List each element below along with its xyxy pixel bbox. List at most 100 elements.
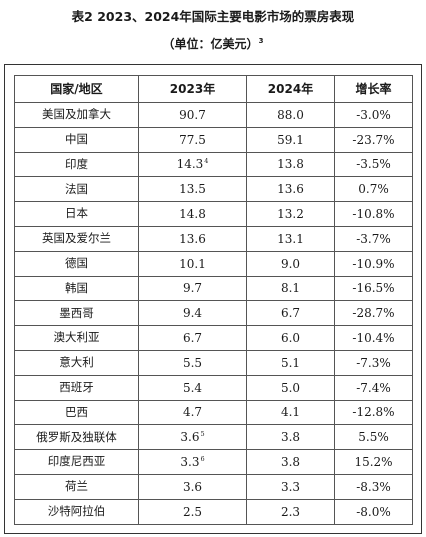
cell-growth: -8.0% bbox=[334, 498, 413, 525]
box-office-table: 国家/地区 2023年 2024年 增长率 美国及加拿大 90.7 88.0 -3.0… bbox=[14, 75, 413, 525]
cell-2023: 14.34 bbox=[138, 151, 247, 178]
table-row: 俄罗斯及独联体 3.65 3.8 5.5% bbox=[14, 424, 413, 451]
unit-label: （单位：亿美元） bbox=[162, 37, 259, 51]
cell-2023: 4.7 bbox=[138, 399, 247, 426]
cell-country: 英国及爱尔兰 bbox=[14, 225, 139, 252]
cell-2024: 5.0 bbox=[246, 374, 335, 401]
table-row: 德国 10.1 9.0 -10.9% bbox=[14, 250, 413, 277]
cell-country: 法国 bbox=[14, 176, 139, 203]
cell-growth: -12.8% bbox=[334, 399, 413, 426]
table-row: 荷兰 3.6 3.3 -8.3% bbox=[14, 473, 413, 500]
cell-growth: -10.8% bbox=[334, 201, 413, 227]
table-row: 意大利 5.5 5.1 -7.3% bbox=[14, 349, 413, 376]
header-row: 国家/地区 2023年 2024年 增长率 bbox=[14, 75, 413, 103]
cell-2023: 90.7 bbox=[138, 102, 247, 128]
cell-country: 巴西 bbox=[14, 399, 139, 426]
cell-2024: 6.0 bbox=[246, 325, 335, 351]
value-2023: 5.5 bbox=[182, 355, 203, 370]
table-row: 日本 14.8 13.2 -10.8% bbox=[14, 201, 413, 227]
cell-country: 意大利 bbox=[14, 349, 139, 376]
value-2023: 2.5 bbox=[182, 504, 203, 519]
cell-growth: -10.9% bbox=[334, 250, 413, 277]
table-row: 沙特阿拉伯 2.5 2.3 -8.0% bbox=[14, 498, 413, 525]
cell-2024: 2.3 bbox=[246, 498, 335, 525]
cell-country: 荷兰 bbox=[14, 473, 139, 500]
table-row: 印度 14.34 13.8 -3.5% bbox=[14, 151, 413, 178]
cell-2023: 77.5 bbox=[138, 126, 247, 153]
value-2023: 6.7 bbox=[182, 331, 203, 346]
value-2023: 14.8 bbox=[179, 207, 206, 222]
footnote-marker: 4 bbox=[204, 157, 209, 166]
cell-2024: 8.1 bbox=[246, 275, 335, 302]
table-row: 中国 77.5 59.1 -23.7% bbox=[14, 126, 413, 153]
cell-2024: 6.7 bbox=[246, 300, 335, 327]
table-subtitle: （单位：亿美元）3 bbox=[0, 35, 426, 52]
cell-2023: 9.7 bbox=[138, 275, 247, 302]
cell-growth: -3.0% bbox=[334, 102, 413, 128]
subtitle-footnote-marker: 3 bbox=[258, 37, 264, 45]
cell-2024: 13.6 bbox=[246, 176, 335, 203]
value-2023: 9.7 bbox=[182, 281, 203, 296]
header-country: 国家/地区 bbox=[14, 75, 139, 103]
cell-country: 韩国 bbox=[14, 275, 139, 302]
cell-country: 墨西哥 bbox=[14, 300, 139, 327]
value-2023: 3.6 bbox=[182, 479, 203, 494]
table-row: 美国及加拿大 90.7 88.0 -3.0% bbox=[14, 102, 413, 128]
value-2023: 13.6 bbox=[179, 231, 206, 246]
header-2024: 2024年 bbox=[246, 75, 335, 103]
cell-2024: 13.8 bbox=[246, 151, 335, 178]
table-row: 巴西 4.7 4.1 -12.8% bbox=[14, 399, 413, 426]
value-2023: 3.3 bbox=[180, 455, 200, 470]
footnote-marker: 6 bbox=[200, 455, 205, 464]
cell-2024: 88.0 bbox=[246, 102, 335, 128]
table-title: 表2 2023、2024年国际主要电影市场的票房表现 bbox=[71, 9, 355, 24]
table-body: 美国及加拿大 90.7 88.0 -3.0% 中国 77.5 59.1 -23.7% 印度 14.… bbox=[14, 102, 413, 525]
cell-growth: -28.7% bbox=[334, 300, 413, 327]
cell-country: 德国 bbox=[14, 250, 139, 277]
cell-country: 澳大利亚 bbox=[14, 325, 139, 351]
cell-2023: 9.4 bbox=[138, 300, 247, 327]
cell-growth: -7.3% bbox=[334, 349, 413, 376]
cell-2024: 13.2 bbox=[246, 201, 335, 227]
table-row: 墨西哥 9.4 6.7 -28.7% bbox=[14, 300, 413, 327]
cell-country: 印度尼西亚 bbox=[14, 449, 139, 475]
cell-growth: 15.2% bbox=[334, 449, 413, 475]
cell-country: 中国 bbox=[14, 126, 139, 153]
table-frame: 国家/地区 2023年 2024年 增长率 美国及加拿大 90.7 88.0 -3.0… bbox=[4, 64, 422, 534]
cell-country: 西班牙 bbox=[14, 374, 139, 401]
cell-2023: 5.5 bbox=[138, 349, 247, 376]
table-row: 印度尼西亚 3.36 3.8 15.2% bbox=[14, 449, 413, 475]
value-2023: 5.4 bbox=[182, 380, 203, 395]
cell-country: 印度 bbox=[14, 151, 139, 178]
cell-growth: -10.4% bbox=[334, 325, 413, 351]
cell-growth: 5.5% bbox=[334, 424, 413, 451]
table-row: 西班牙 5.4 5.0 -7.4% bbox=[14, 374, 413, 401]
cell-2023: 5.4 bbox=[138, 374, 247, 401]
cell-growth: -8.3% bbox=[334, 473, 413, 500]
value-2023: 9.4 bbox=[182, 306, 203, 321]
cell-2023: 3.36 bbox=[138, 449, 247, 475]
cell-2023: 13.5 bbox=[138, 176, 247, 203]
cell-country: 日本 bbox=[14, 201, 139, 227]
cell-2024: 4.1 bbox=[246, 399, 335, 426]
cell-2024: 59.1 bbox=[246, 126, 335, 153]
cell-2023: 6.7 bbox=[138, 325, 247, 351]
cell-country: 俄罗斯及独联体 bbox=[14, 424, 139, 451]
value-2023: 13.5 bbox=[179, 182, 206, 197]
cell-growth: -16.5% bbox=[334, 275, 413, 302]
cell-2024: 3.8 bbox=[246, 449, 335, 475]
cell-growth: -7.4% bbox=[334, 374, 413, 401]
value-2023: 3.6 bbox=[180, 430, 200, 445]
header-2023: 2023年 bbox=[138, 75, 247, 103]
cell-2023: 13.6 bbox=[138, 225, 247, 252]
value-2023: 14.3 bbox=[176, 157, 204, 172]
table-row: 澳大利亚 6.7 6.0 -10.4% bbox=[14, 325, 413, 351]
cell-2024: 13.1 bbox=[246, 225, 335, 252]
cell-2023: 10.1 bbox=[138, 250, 247, 277]
cell-2023: 2.5 bbox=[138, 498, 247, 525]
cell-2024: 3.8 bbox=[246, 424, 335, 451]
cell-2023: 3.6 bbox=[138, 473, 247, 500]
value-2023: 77.5 bbox=[179, 132, 206, 147]
cell-growth: -3.5% bbox=[334, 151, 413, 178]
